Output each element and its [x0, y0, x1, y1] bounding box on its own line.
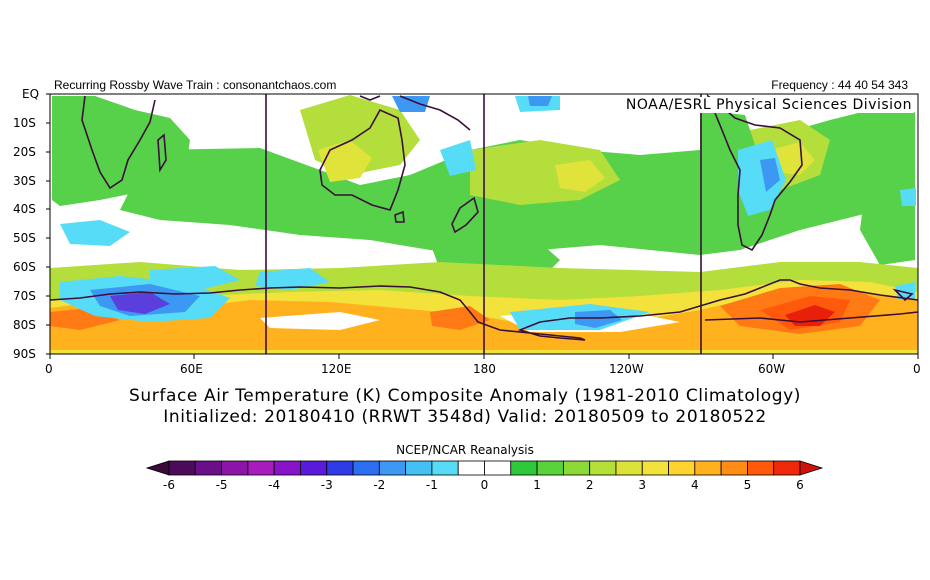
coastlines: [50, 94, 918, 341]
colorbar-swatch: [641, 460, 669, 476]
colorbar-swatch: [405, 460, 433, 476]
colorbar-swatch: [694, 460, 722, 476]
header-right-text: Frequency : 44 40 54 343: [771, 78, 908, 92]
colorbar-tick-label: 4: [691, 478, 699, 492]
colorbar-tick-label: 6: [796, 478, 804, 492]
credit-label: NOAA/ESRL Physical Sciences Division: [623, 97, 914, 113]
lon-label-120w: 120W: [609, 362, 644, 376]
lon-label-0-end: 0: [913, 362, 921, 376]
colorbar-swatch: [615, 460, 643, 476]
colorbar-swatch: [194, 460, 222, 476]
lat-ticks: [46, 93, 50, 355]
lon-label-120e: 120E: [321, 362, 352, 376]
colorbar-tick-label: -4: [268, 478, 281, 492]
colorbar-tick-label: -5: [215, 478, 228, 492]
colorbar-arrow-low: [145, 460, 170, 476]
colorbar-swatch: [247, 460, 275, 476]
lon-ticks: [49, 354, 919, 359]
lat-label-30s: 30S: [13, 174, 36, 188]
colorbar-tick-label: 1: [533, 478, 541, 492]
colorbar-swatch: [273, 460, 301, 476]
lat-label-eq: EQ: [22, 87, 40, 101]
lat-label-50s: 50S: [13, 231, 36, 245]
colorbar-swatch: [747, 460, 775, 476]
colorbar-swatch: [562, 460, 591, 476]
colorbar-swatch: [536, 460, 564, 476]
colorbar-swatch: [589, 460, 617, 476]
lat-label-40s: 40S: [13, 202, 36, 216]
colorbar-swatch: [720, 460, 748, 476]
colorbar-swatch: [457, 460, 485, 476]
lat-label-80s: 80S: [13, 318, 36, 332]
colorbar-swatch: [668, 460, 696, 476]
colorbar-swatch: [510, 460, 538, 476]
colorbar-title: NCEP/NCAR Reanalysis: [396, 443, 534, 457]
meridian-dividers: [265, 94, 702, 354]
title-line-2: Initialized: 20180410 (RRWT 3548d) Valid…: [163, 407, 767, 427]
colorbar-swatch: [326, 460, 354, 476]
colorbar-swatch: [378, 460, 407, 476]
lat-label-70s: 70S: [13, 289, 36, 303]
colorbar-tick-label: -6: [163, 478, 175, 492]
colorbar-swatch: [300, 460, 328, 476]
anomaly-map: [46, 93, 919, 359]
colorbar-tick-label: 2: [585, 478, 594, 492]
lon-label-60w: 60W: [758, 362, 786, 376]
lon-label-60e: 60E: [180, 362, 203, 376]
colorbar-swatch: [221, 460, 249, 476]
lat-label-90s: 90S: [13, 347, 36, 361]
lat-label-10s: 10S: [13, 116, 36, 130]
cold-anomaly-fields: [60, 96, 916, 330]
colorbar-swatch: [431, 460, 459, 476]
colorbar-tick-label: 5: [743, 478, 752, 492]
colorbar: [145, 460, 824, 476]
lat-label-20s: 20S: [13, 145, 36, 159]
colorbar-tick-label: -1: [425, 478, 438, 492]
title-line-1: Surface Air Temperature (K) Composite An…: [129, 386, 801, 406]
colorbar-swatch: [773, 460, 801, 476]
colorbar-swatch: [352, 460, 380, 476]
colorbar-tick-label: 0: [480, 478, 489, 492]
colorbar-tick-label: 3: [638, 478, 647, 492]
colorbar-tick-label: -2: [373, 478, 386, 492]
colorbar-swatch: [168, 460, 196, 476]
colorbar-swatch: [484, 460, 512, 476]
header-left-text: Recurring Rossby Wave Train : consonantc…: [54, 78, 337, 92]
colorbar-arrow-high: [799, 460, 824, 476]
lat-label-60s: 60S: [13, 260, 36, 274]
lon-label-0: 0: [45, 362, 53, 376]
colorbar-tick-label: -3: [320, 478, 333, 492]
lon-label-180: 180: [473, 362, 496, 376]
